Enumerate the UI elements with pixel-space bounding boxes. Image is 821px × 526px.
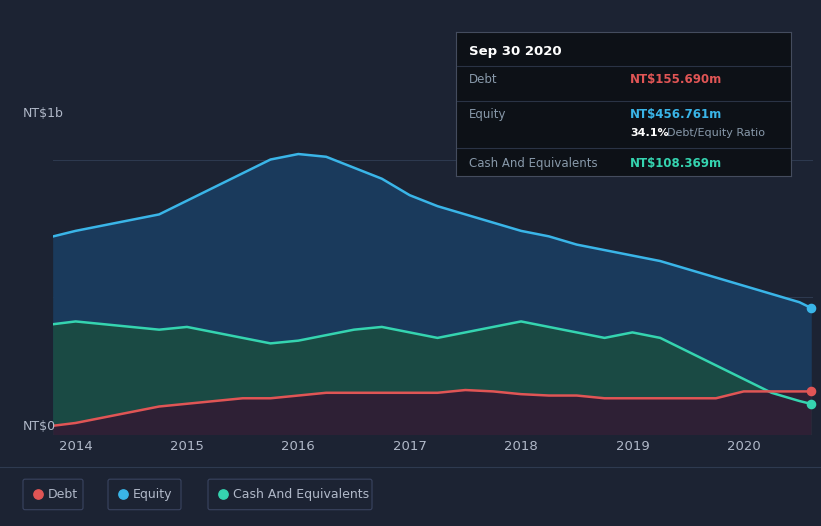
Text: Debt: Debt bbox=[48, 488, 78, 501]
Text: 34.1%: 34.1% bbox=[630, 128, 668, 138]
Text: Debt/Equity Ratio: Debt/Equity Ratio bbox=[667, 128, 764, 138]
Text: Cash And Equivalents: Cash And Equivalents bbox=[469, 157, 598, 170]
Text: Equity: Equity bbox=[133, 488, 172, 501]
Text: Debt: Debt bbox=[469, 73, 498, 86]
Text: NT$0: NT$0 bbox=[23, 420, 56, 432]
Text: Cash And Equivalents: Cash And Equivalents bbox=[233, 488, 369, 501]
Text: Equity: Equity bbox=[469, 107, 507, 120]
Text: NT$1b: NT$1b bbox=[23, 107, 64, 119]
Text: NT$155.690m: NT$155.690m bbox=[630, 73, 722, 86]
Point bbox=[804, 400, 817, 408]
Text: NT$108.369m: NT$108.369m bbox=[630, 157, 722, 170]
Text: Sep 30 2020: Sep 30 2020 bbox=[469, 45, 562, 57]
Point bbox=[217, 490, 230, 499]
Point bbox=[117, 490, 130, 499]
Point bbox=[804, 304, 817, 312]
Text: NT$456.761m: NT$456.761m bbox=[630, 107, 722, 120]
Point bbox=[804, 387, 817, 396]
Point bbox=[31, 490, 44, 499]
